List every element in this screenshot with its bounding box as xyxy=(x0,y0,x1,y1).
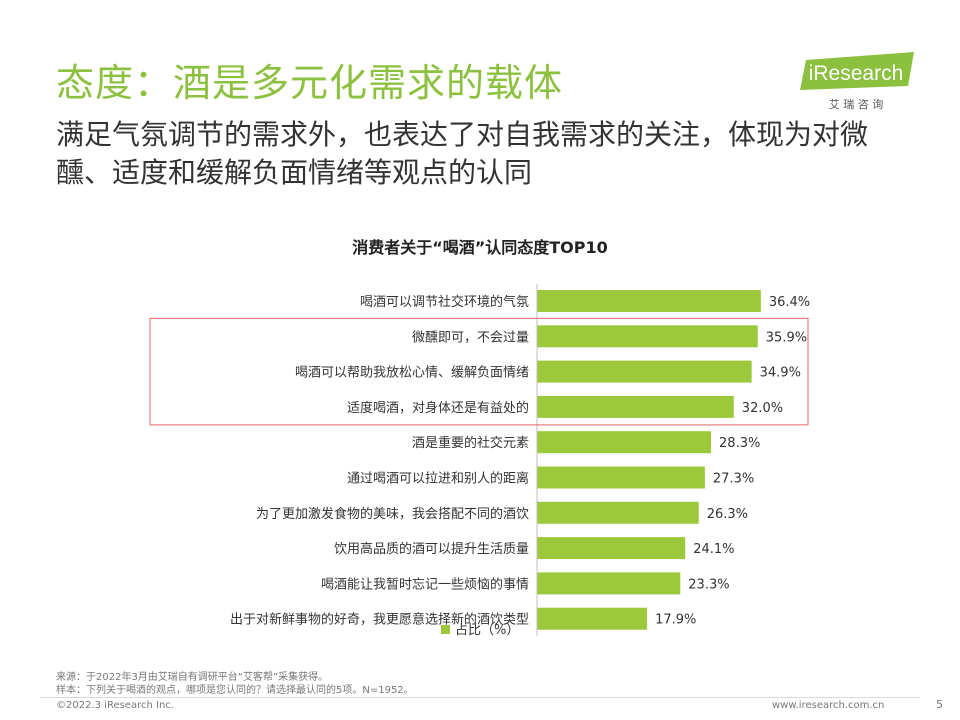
value-label: 27.3% xyxy=(713,472,754,487)
value-label: 32.0% xyxy=(742,401,783,416)
footer-divider xyxy=(40,697,920,698)
category-label: 出于对新鲜事物的好奇，我更愿意选择新的酒饮类型 xyxy=(230,612,529,628)
value-label: 28.3% xyxy=(719,436,760,451)
value-label: 34.9% xyxy=(760,366,801,381)
legend-label: 占比（%） xyxy=(455,623,519,638)
category-label: 喝酒可以帮助我放松心情、缓解负面情绪 xyxy=(295,366,529,381)
value-label: 26.3% xyxy=(707,507,748,522)
value-label: 36.4% xyxy=(769,295,810,310)
iresearch-logo: iResearch 艾 瑞 咨 询 xyxy=(800,52,914,111)
category-label: 喝酒可以调节社交环境的气氛 xyxy=(360,294,529,310)
logo-brand-text: iResearch xyxy=(809,62,904,85)
bar xyxy=(537,290,761,312)
page-subtitle: 满足气氛调节的需求外，也表达了对自我需求的关注，体现为对微醺、适度和缓解负面情绪… xyxy=(56,118,869,189)
bar xyxy=(537,395,734,418)
category-label: 适度喝酒，对身体还是有益处的 xyxy=(347,400,529,416)
sample-note: 样本：下列关于喝酒的观点，哪项是您认同的？请选择最认同的5项。N=1952。 xyxy=(56,685,414,696)
bar xyxy=(537,325,758,348)
category-label: 饮用高品质的酒可以提升生活质量 xyxy=(334,541,529,557)
value-label: 23.3% xyxy=(688,577,729,592)
bar xyxy=(537,360,752,383)
page-number: 5 xyxy=(936,698,943,711)
page-title: 态度：酒是多元化需求的载体 xyxy=(56,61,564,105)
bar xyxy=(537,572,681,595)
logo-green-shape-icon xyxy=(800,52,914,90)
category-label: 通过喝酒可以拉进和别人的距离 xyxy=(347,471,529,487)
chart-title: 消费者关于“喝酒”认同态度TOP10 xyxy=(352,238,608,257)
value-label: 17.9% xyxy=(655,613,696,628)
attitude-bar-chart: 喝酒可以调节社交环境的气氛 36.4% 微醺即可，不会过量 35.9% 喝酒可以帮助我放… xyxy=(149,284,810,638)
source-note: 来源：于2022年3月由艾瑞自有调研平台“艾客帮”采集获得。 xyxy=(56,672,329,683)
category-label: 为了更加激发食物的美味，我会搭配不同的酒饮 xyxy=(256,506,529,522)
category-label: 微醺即可，不会过量 xyxy=(412,330,529,345)
bar xyxy=(537,607,648,630)
bar xyxy=(537,501,699,524)
logo-tagline-text: 艾 瑞 咨 询 xyxy=(829,97,884,111)
value-label: 35.9% xyxy=(766,330,807,345)
legend-swatch xyxy=(441,625,450,634)
highlight-box xyxy=(149,317,809,426)
category-label: 喝酒能让我暂时忘记一些烦恼的事情 xyxy=(321,576,529,592)
bar xyxy=(537,537,686,560)
website-link[interactable]: www.iresearch.com.cn xyxy=(772,700,885,711)
bar xyxy=(537,466,705,489)
copyright: ©2022.3 iResearch Inc. xyxy=(56,700,174,711)
category-label: 酒是重要的社交元素 xyxy=(412,435,529,451)
bar xyxy=(537,431,712,454)
value-label: 24.1% xyxy=(693,542,734,557)
